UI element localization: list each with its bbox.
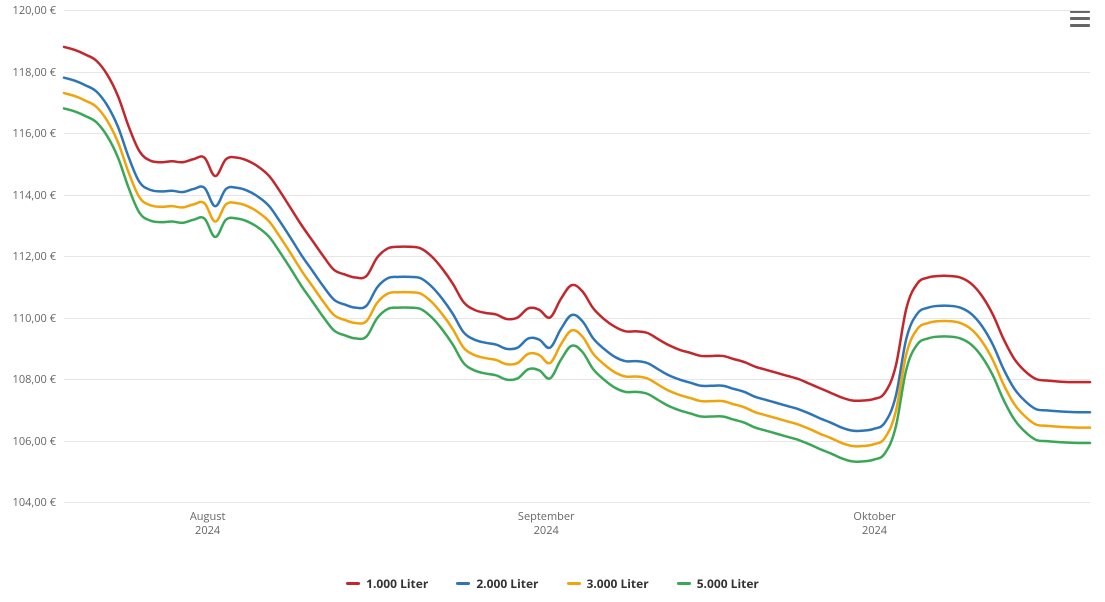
legend-item-s3000[interactable]: 3.000 Liter <box>567 575 649 592</box>
legend-label: 3.000 Liter <box>587 575 649 592</box>
legend-item-s5000[interactable]: 5.000 Liter <box>677 575 759 592</box>
legend-swatch <box>456 582 470 585</box>
legend-label: 2.000 Liter <box>476 575 538 592</box>
legend-swatch <box>677 582 691 585</box>
legend-label: 1.000 Liter <box>366 575 428 592</box>
legend-swatch <box>567 582 581 585</box>
legend-item-s2000[interactable]: 2.000 Liter <box>456 575 538 592</box>
legend-label: 5.000 Liter <box>697 575 759 592</box>
chart-legend: 1.000 Liter 2.000 Liter 3.000 Liter 5.000 L… <box>0 575 1105 592</box>
series-line-s2000 <box>64 78 1090 431</box>
series-line-s3000 <box>64 93 1090 446</box>
chart-plot-area <box>0 0 1105 602</box>
legend-swatch <box>346 582 360 585</box>
price-line-chart: 120,00 €118,00 €116,00 €114,00 €112,00 €… <box>0 0 1105 602</box>
legend-item-s1000[interactable]: 1.000 Liter <box>346 575 428 592</box>
